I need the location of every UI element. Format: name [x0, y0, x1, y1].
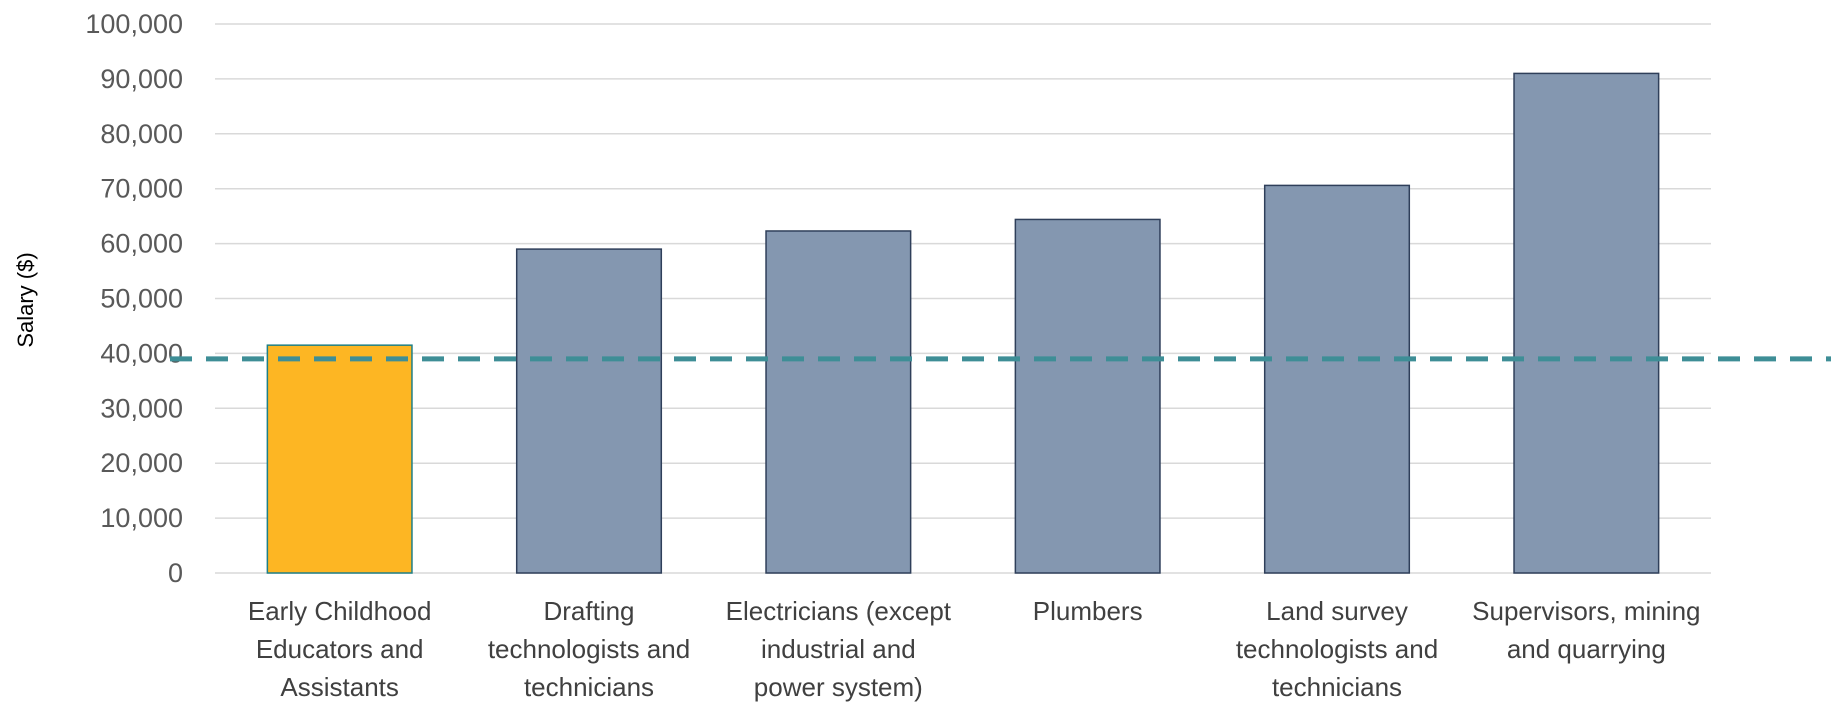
bar — [1263, 184, 1411, 574]
y-axis-tick-labels: 0 10,000 20,000 30,000 40,000 50,000 60,000 70,… — [85, 9, 183, 588]
y-tick-label: 100,000 — [85, 9, 183, 39]
y-tick-label: 80,000 — [100, 119, 183, 149]
category-label-line: and quarrying — [1507, 634, 1666, 664]
y-tick-label: 70,000 — [100, 174, 183, 204]
gridlines — [215, 23, 1711, 574]
y-tick-label: 90,000 — [100, 64, 183, 94]
category-label-line: Drafting — [543, 596, 634, 626]
category-label: Electricians (except industrial and power … — [726, 596, 952, 702]
bar — [515, 248, 663, 574]
y-tick-label: 20,000 — [100, 448, 183, 478]
y-tick-label: 60,000 — [100, 229, 183, 259]
category-label-line: Educators and — [256, 634, 424, 664]
category-label: Land survey technologists and technicians — [1236, 596, 1438, 702]
y-tick-label: 50,000 — [100, 284, 183, 314]
bar — [1513, 72, 1660, 574]
category-label-line: Plumbers — [1033, 596, 1143, 626]
y-tick-label: 40,000 — [100, 338, 183, 368]
category-label: Plumbers — [1033, 596, 1143, 626]
category-label-line: Assistants — [280, 672, 399, 702]
category-label-line: Land survey — [1266, 596, 1408, 626]
x-axis-category-labels: Early Childhood Educators and Assistants Dr… — [248, 596, 1701, 702]
category-label-line: technicians — [524, 672, 654, 702]
y-axis-title: Salary ($) — [13, 252, 38, 347]
category-label-line: technologists and — [1236, 634, 1438, 664]
category-label-line: Electricians (except — [726, 596, 952, 626]
bar — [266, 344, 413, 574]
y-tick-label: 30,000 — [100, 393, 183, 423]
y-tick-label: 10,000 — [100, 503, 183, 533]
bar — [1014, 218, 1161, 574]
bar — [765, 230, 912, 574]
category-label-line: technicians — [1272, 672, 1402, 702]
category-label: Supervisors, mining and quarrying — [1472, 596, 1700, 664]
category-label-line: industrial and — [761, 634, 916, 664]
category-label-line: Supervisors, mining — [1472, 596, 1700, 626]
category-label-line: Early Childhood — [248, 596, 432, 626]
category-label: Early Childhood Educators and Assistants — [248, 596, 432, 702]
y-tick-label: 0 — [168, 558, 183, 588]
category-label: Drafting technologists and technicians — [488, 596, 690, 702]
bars — [266, 72, 1660, 574]
category-label-line: technologists and — [488, 634, 690, 664]
category-label-line: power system) — [754, 672, 923, 702]
